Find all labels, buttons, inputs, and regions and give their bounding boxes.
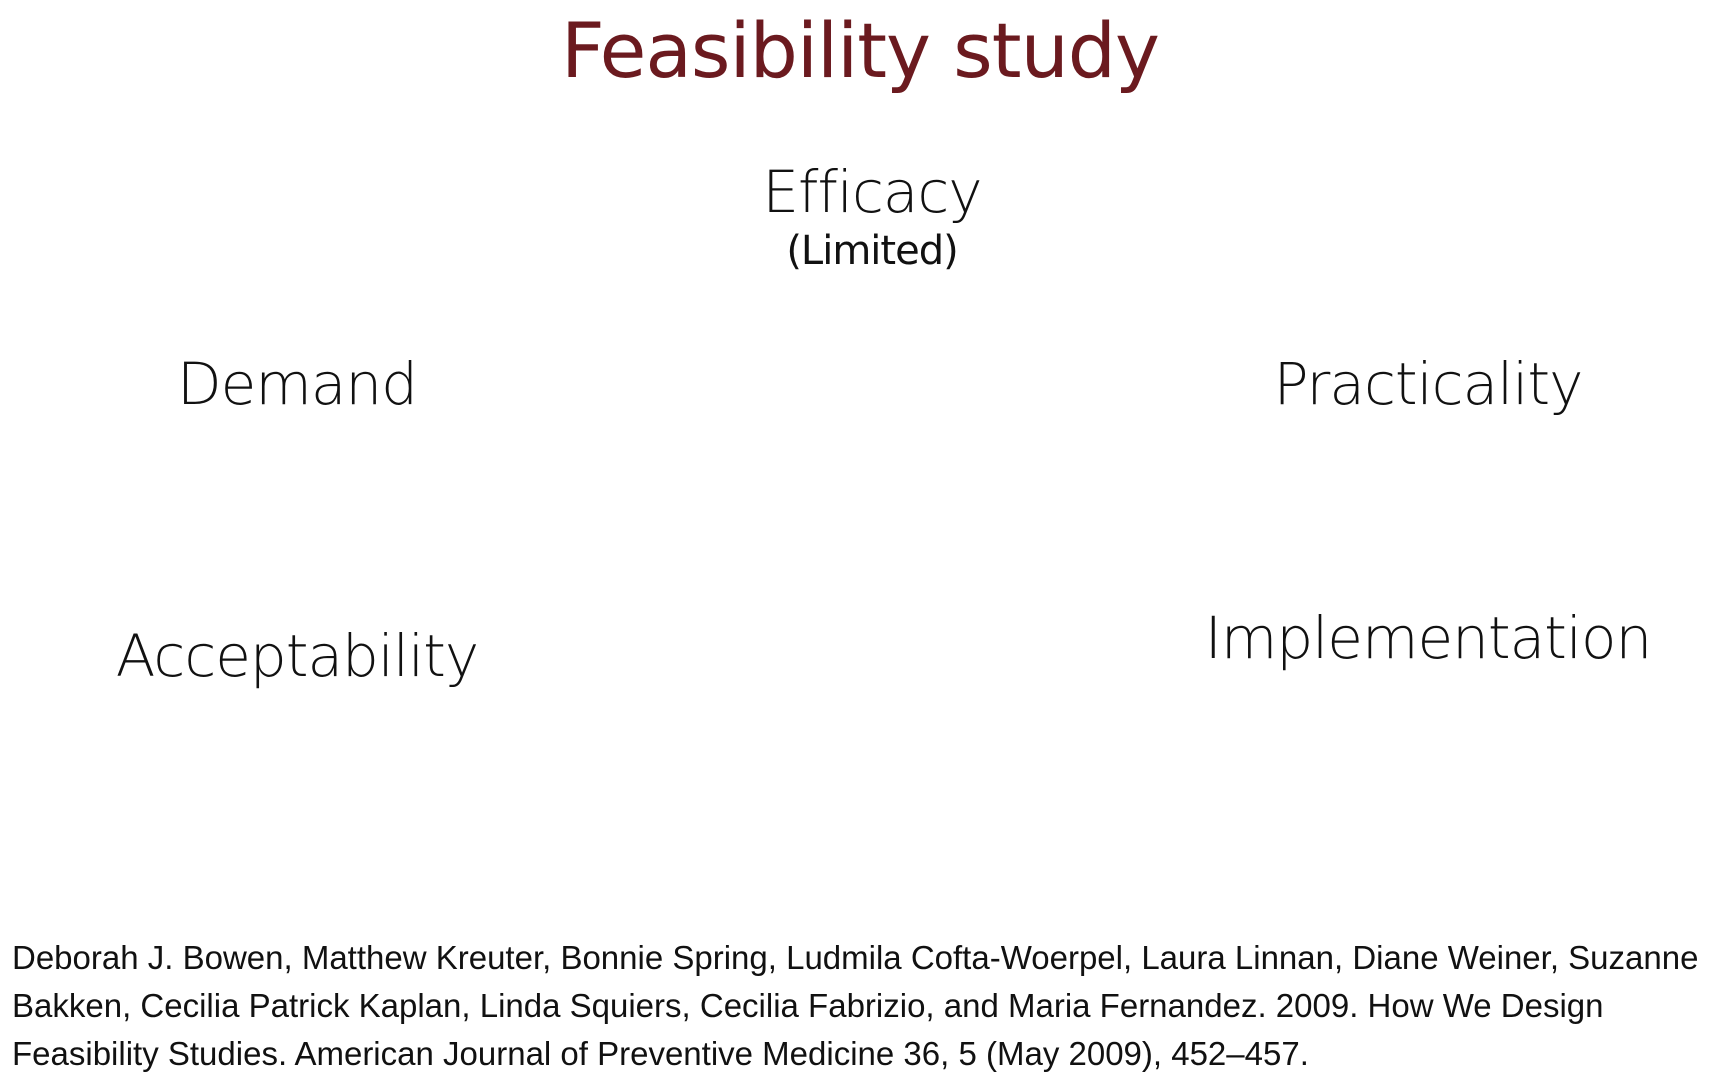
term-acceptability: Acceptability [115,622,479,690]
term-demand: Demand [177,350,418,418]
term-efficacy-qualifier: (Limited) [786,228,958,274]
citation: Deborah J. Bowen, Matthew Kreuter, Bonni… [12,939,1699,1072]
slide-title: Feasibility study [561,6,1160,95]
term-implementation: Implementation [1204,604,1653,672]
term-efficacy: Efficacy [762,158,982,226]
term-practicality: Practicality [1273,350,1584,418]
